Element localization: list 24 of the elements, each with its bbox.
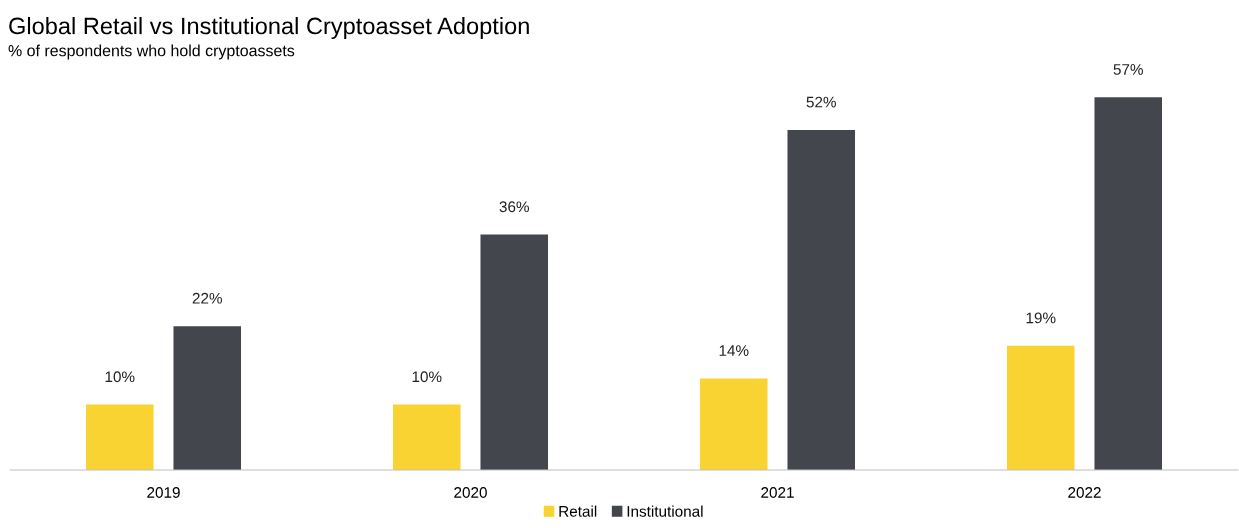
bar <box>392 404 461 470</box>
data-label: 22% <box>192 292 222 304</box>
x-tick-label: 2019 <box>147 487 180 498</box>
data-label: 57% <box>1113 64 1143 75</box>
bar <box>173 326 242 470</box>
bar <box>480 234 549 470</box>
legend-label: Retail <box>559 505 597 517</box>
data-label: 52% <box>806 96 836 108</box>
data-label: 36% <box>499 201 529 213</box>
data-label: 14% <box>719 345 749 356</box>
bar <box>85 404 154 470</box>
bar <box>787 129 856 470</box>
chart-subtitle: % of respondents who hold cryptoassets <box>8 44 295 60</box>
chart-title: Global Retail vs Institutional Cryptoasset Adoption <box>9 17 529 39</box>
x-tick-label: 2021 <box>761 487 794 498</box>
data-label: 10% <box>105 371 135 383</box>
legend-label: Institutional <box>627 505 703 517</box>
data-label: 19% <box>1026 312 1056 324</box>
x-tick-label: 2022 <box>1068 487 1101 498</box>
bar <box>1094 97 1163 470</box>
data-label: 10% <box>412 371 442 383</box>
bar <box>699 378 768 470</box>
x-tick-label: 2020 <box>454 487 487 498</box>
bar <box>1006 345 1075 470</box>
